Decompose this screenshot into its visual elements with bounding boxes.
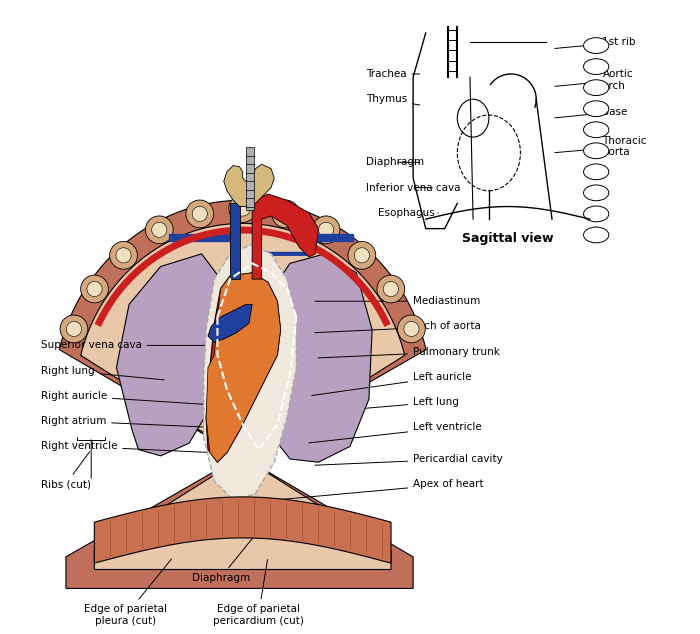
Text: Left ventricle: Left ventricle (309, 422, 482, 443)
Ellipse shape (584, 37, 609, 53)
Circle shape (80, 275, 108, 303)
Text: Right atrium: Right atrium (41, 416, 211, 427)
Text: Apex of heart: Apex of heart (277, 479, 484, 500)
Circle shape (146, 216, 173, 243)
Polygon shape (206, 273, 281, 462)
Text: Right lung: Right lung (41, 366, 164, 380)
Polygon shape (252, 194, 318, 279)
Text: Superior vena cava: Superior vena cava (41, 340, 211, 351)
Circle shape (116, 248, 131, 263)
Ellipse shape (584, 206, 609, 222)
Text: Right ventricle: Right ventricle (41, 441, 211, 453)
Text: Ribs (cut): Ribs (cut) (41, 452, 91, 489)
Circle shape (152, 223, 167, 237)
Ellipse shape (584, 101, 609, 117)
Circle shape (377, 275, 405, 303)
Circle shape (404, 321, 419, 337)
Ellipse shape (584, 164, 609, 179)
Ellipse shape (584, 185, 609, 201)
Text: Pulmonary trunk: Pulmonary trunk (318, 347, 500, 358)
Text: Pericardial cavity: Pericardial cavity (315, 454, 503, 465)
Circle shape (186, 200, 214, 228)
Circle shape (60, 315, 88, 343)
Circle shape (235, 201, 251, 216)
Ellipse shape (584, 143, 609, 158)
Ellipse shape (584, 227, 609, 243)
Circle shape (229, 195, 257, 223)
Circle shape (312, 216, 340, 243)
Ellipse shape (584, 80, 609, 96)
Circle shape (272, 200, 300, 228)
Polygon shape (206, 273, 281, 462)
Text: Aortic
arch: Aortic arch (555, 70, 633, 91)
Polygon shape (265, 254, 372, 462)
Text: Thoracic
aorta: Thoracic aorta (555, 136, 647, 157)
Circle shape (278, 206, 293, 221)
Circle shape (398, 315, 426, 343)
Ellipse shape (584, 59, 609, 75)
Text: Left auricle: Left auricle (312, 372, 472, 396)
Circle shape (348, 242, 376, 269)
Polygon shape (94, 497, 391, 563)
Polygon shape (230, 204, 239, 279)
Text: Right auricle: Right auricle (41, 391, 218, 405)
Polygon shape (80, 223, 405, 569)
Circle shape (384, 281, 398, 297)
Text: Inferior vena cava: Inferior vena cava (366, 183, 461, 193)
Polygon shape (246, 146, 254, 210)
Text: 1st rib: 1st rib (555, 37, 636, 48)
Text: Trachea: Trachea (366, 69, 420, 79)
Text: Edge of parietal
pericardium (cut): Edge of parietal pericardium (cut) (213, 560, 304, 626)
Circle shape (318, 223, 334, 237)
Circle shape (193, 206, 207, 221)
Circle shape (110, 242, 137, 269)
Polygon shape (204, 245, 296, 500)
Text: Left lung: Left lung (365, 398, 459, 408)
Polygon shape (60, 200, 426, 588)
Circle shape (87, 281, 102, 297)
Text: Diaphragm: Diaphragm (192, 537, 253, 583)
Polygon shape (116, 254, 220, 456)
Circle shape (354, 248, 370, 263)
Text: Diaphragm: Diaphragm (366, 157, 424, 167)
Text: Mediastinum: Mediastinum (315, 296, 480, 306)
Polygon shape (224, 164, 274, 207)
Text: Base: Base (555, 107, 628, 118)
Text: Esophagus: Esophagus (379, 208, 438, 218)
Polygon shape (208, 304, 252, 342)
Circle shape (66, 321, 81, 337)
Text: Thymus: Thymus (366, 94, 420, 105)
Text: Sagittal view: Sagittal view (462, 231, 554, 245)
Text: Arch of aorta: Arch of aorta (315, 321, 481, 333)
Ellipse shape (584, 122, 609, 138)
Text: Edge of parietal
pleura (cut): Edge of parietal pleura (cut) (85, 559, 172, 626)
